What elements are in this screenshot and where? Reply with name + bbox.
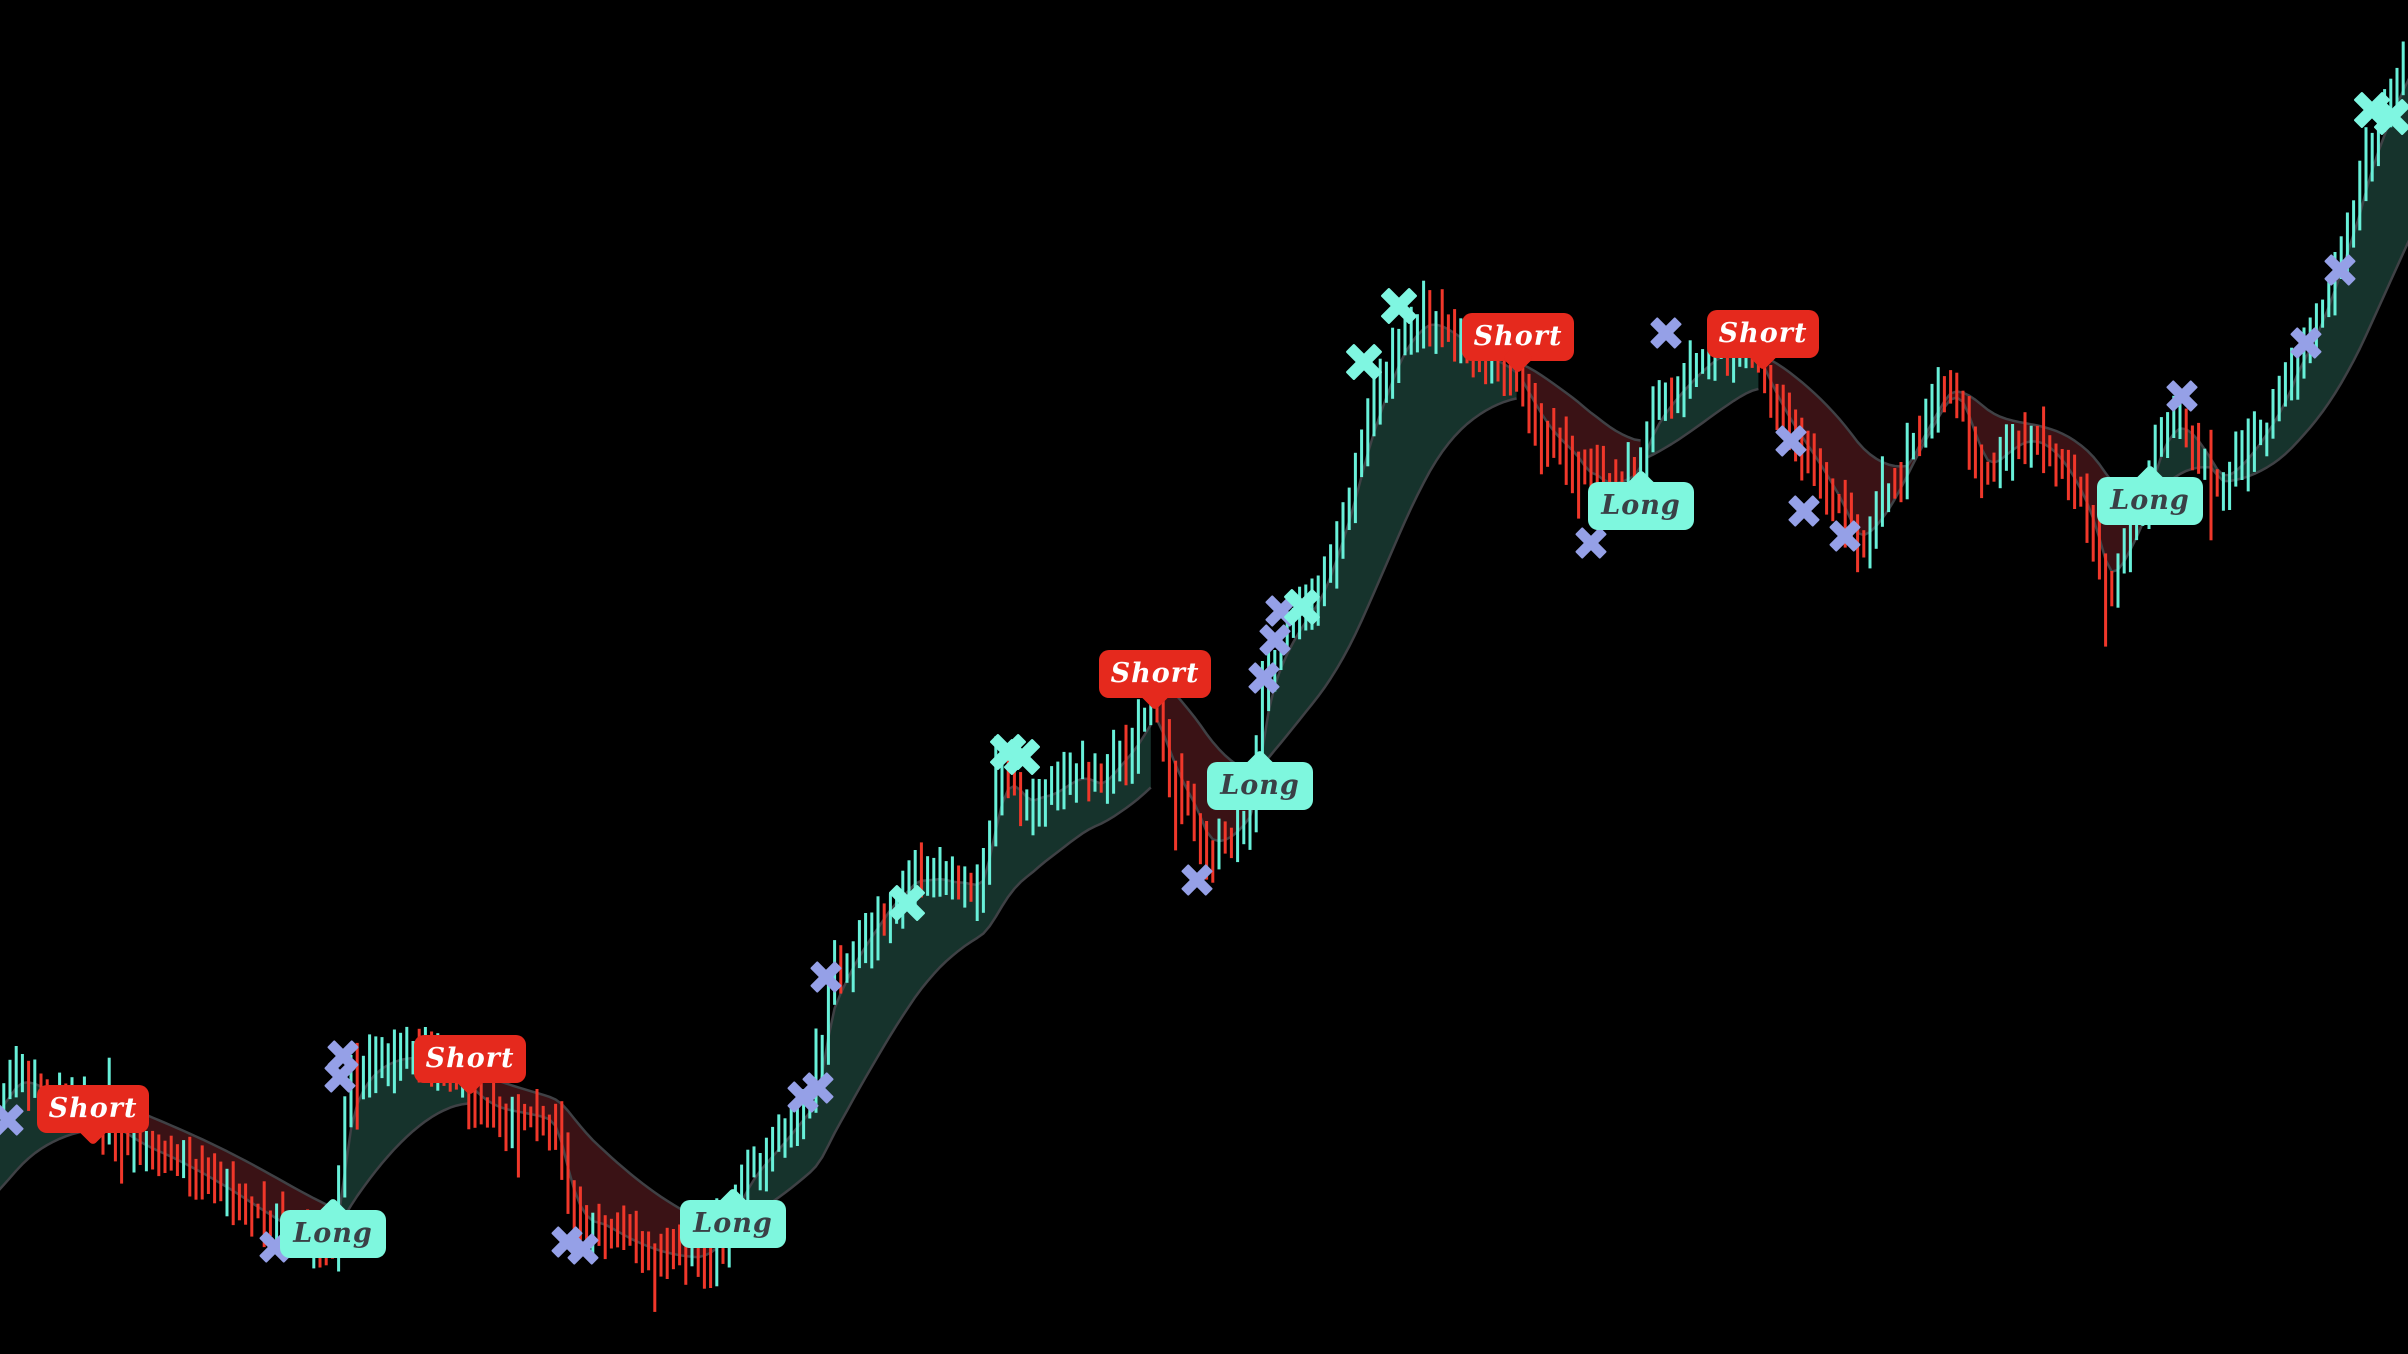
cyan-x-marker — [2370, 95, 2408, 139]
purple-x-marker — [1647, 314, 1685, 352]
purple-x-marker — [1572, 524, 1610, 562]
short-signal-label[interactable]: Short — [414, 1035, 526, 1083]
purple-x-marker — [1256, 621, 1294, 659]
long-signal-label[interactable]: Long — [1588, 482, 1694, 530]
purple-x-marker — [0, 1101, 27, 1139]
purple-x-marker — [799, 1069, 837, 1107]
purple-x-marker — [1785, 492, 1823, 530]
long-signal-label[interactable]: Long — [1207, 762, 1313, 810]
purple-x-marker — [324, 1037, 362, 1075]
cyan-x-marker — [1377, 284, 1421, 328]
purple-x-marker — [1826, 517, 1864, 555]
purple-x-marker — [548, 1223, 586, 1261]
purple-x-marker — [2287, 324, 2325, 362]
long-signal-label[interactable]: Long — [280, 1210, 386, 1258]
cyan-x-marker — [1280, 585, 1324, 629]
short-signal-label[interactable]: Short — [1462, 313, 1574, 361]
purple-x-marker — [1245, 659, 1283, 697]
long-signal-label[interactable]: Long — [2097, 477, 2203, 525]
purple-x-marker — [2321, 251, 2359, 289]
purple-x-marker — [2163, 377, 2201, 415]
cyan-x-marker — [885, 881, 929, 925]
purple-x-marker — [1178, 861, 1216, 899]
long-signal-label[interactable]: Long — [680, 1200, 786, 1248]
cyan-x-marker — [1000, 735, 1044, 779]
purple-x-marker — [807, 958, 845, 996]
short-signal-label[interactable]: Short — [1707, 310, 1819, 358]
short-signal-label[interactable]: Short — [1099, 650, 1211, 698]
cyan-x-marker — [1342, 340, 1386, 384]
purple-x-marker — [1772, 422, 1810, 460]
short-signal-label[interactable]: Short — [37, 1085, 149, 1133]
